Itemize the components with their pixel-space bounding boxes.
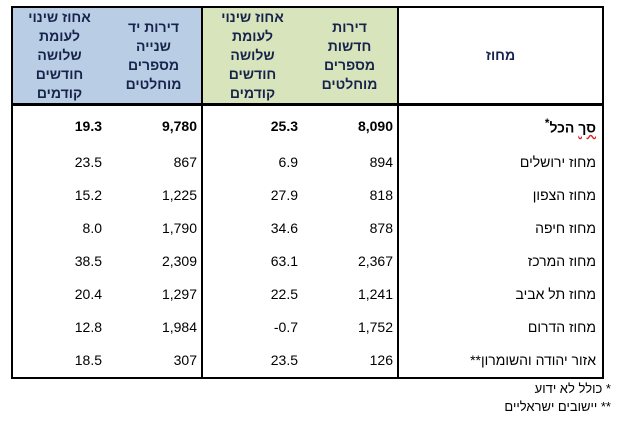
header-district: מחוז bbox=[398, 7, 603, 106]
new-abs-cell: 2,367 bbox=[302, 244, 399, 278]
new-abs-cell: 1,752 bbox=[302, 310, 399, 344]
used-pct-cell: 12.8 bbox=[74, 318, 102, 335]
new-abs-cell: 878 bbox=[302, 211, 399, 245]
new-pct-cell: 63.1 bbox=[201, 244, 302, 278]
used-abs-cell: 1,790 bbox=[106, 211, 203, 245]
footnote-settlements: ** יישובים ישראליים bbox=[504, 399, 611, 414]
total-row: 19.3 9,780 25.3 8,090 סך הכל* bbox=[12, 104, 603, 146]
total-new-abs: 8,090 bbox=[302, 104, 399, 146]
used-abs-cell: 867 bbox=[106, 145, 203, 179]
used-abs-cell: 1,297 bbox=[106, 277, 203, 311]
new-pct-cell: -0.7 bbox=[201, 310, 302, 344]
table-row: 38.5 2,309 63.1 2,367 מחוז המרכז bbox=[12, 244, 603, 278]
new-abs-cell: 818 bbox=[302, 178, 399, 212]
used-abs-cell: 1,984 bbox=[106, 310, 203, 344]
header-new-pct: אחוז שינוי לעומת שלושה חודשים קודמים bbox=[201, 7, 302, 106]
used-pct-cell: 38.5 bbox=[74, 252, 102, 269]
new-pct-cell: 22.5 bbox=[201, 277, 302, 311]
table-row: 15.2 1,225 27.9 818 מחוז הצפון bbox=[12, 178, 603, 212]
used-pct-cell: 23.5 bbox=[74, 154, 102, 171]
new-abs-cell: 126 bbox=[302, 343, 399, 378]
district-cell: מחוז הצפון bbox=[532, 187, 596, 204]
district-cell: אזור יהודה והשומרון** bbox=[470, 352, 596, 369]
new-pct-cell: 23.5 bbox=[201, 343, 302, 378]
table-header-row: אחוז שינוי לעומת שלושה חודשים קודמים דירות י… bbox=[12, 7, 603, 106]
header-used-pct: אחוז שינוי לעומת שלושה חודשים קודמים bbox=[12, 7, 106, 106]
district-cell: מחוז תל אביב bbox=[515, 285, 596, 302]
used-abs-cell: 1,225 bbox=[106, 178, 203, 212]
used-abs-cell: 2,309 bbox=[106, 244, 203, 278]
used-pct-cell: 8.0 bbox=[82, 220, 102, 237]
footnote-unknown: * כולל לא ידוע bbox=[534, 381, 611, 396]
used-pct-cell: 18.5 bbox=[74, 352, 102, 369]
new-abs-cell: 894 bbox=[302, 145, 399, 179]
new-abs-cell: 1,241 bbox=[302, 277, 399, 311]
header-used-abs: דירות יד שנייה מספרים מוחלטים bbox=[106, 7, 203, 106]
total-new-pct: 25.3 bbox=[201, 104, 302, 146]
new-pct-cell: 6.9 bbox=[201, 145, 302, 179]
table-row: 12.8 1,984 -0.7 1,752 מחוז הדרום bbox=[12, 310, 603, 344]
table-row: 20.4 1,297 22.5 1,241 מחוז תל אביב bbox=[12, 277, 603, 311]
used-pct-cell: 20.4 bbox=[74, 285, 102, 302]
table-row: 18.5 307 23.5 126 אזור יהודה והשומרון** bbox=[12, 343, 603, 378]
new-pct-cell: 27.9 bbox=[201, 178, 302, 212]
district-cell: מחוז המרכז bbox=[527, 252, 596, 269]
total-used-abs: 9,780 bbox=[106, 104, 203, 146]
total-used-pct: 19.3 bbox=[74, 117, 102, 134]
used-pct-cell: 15.2 bbox=[74, 187, 102, 204]
header-new-abs: דירות חדשות מספרים מוחלטים bbox=[302, 7, 399, 106]
total-district: סך הכל* bbox=[544, 116, 596, 136]
table-row: 23.5 867 6.9 894 מחוז ירושלים bbox=[12, 145, 603, 179]
table-row: 8.0 1,790 34.6 878 מחוז חיפה bbox=[12, 211, 603, 245]
district-cell: מחוז הדרום bbox=[527, 318, 596, 335]
housing-table: אחוז שינוי לעומת שלושה חודשים קודמים דירות י… bbox=[11, 6, 604, 379]
district-cell: מחוז חיפה bbox=[535, 220, 596, 237]
used-abs-cell: 307 bbox=[106, 343, 203, 378]
new-pct-cell: 34.6 bbox=[201, 211, 302, 245]
district-cell: מחוז ירושלים bbox=[519, 154, 596, 171]
